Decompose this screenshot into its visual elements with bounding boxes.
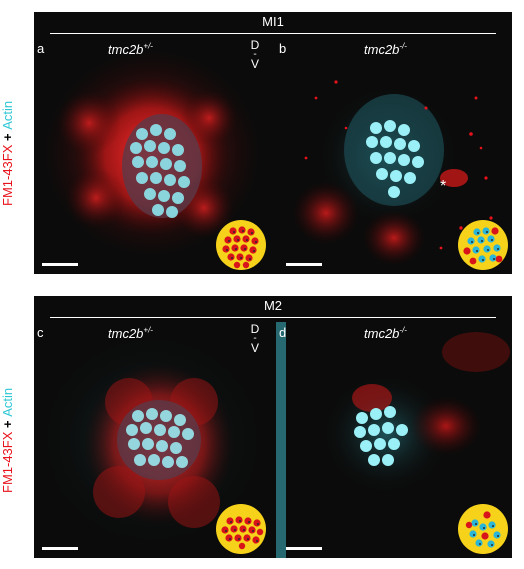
orientation-axis: D - V [250,38,260,71]
genotype-label: tmc2b-/- [364,325,407,341]
schematic-inset [458,504,508,554]
axis-dorsal: D [250,38,260,52]
stain-label: Actin [0,100,15,130]
scale-bar [286,547,322,550]
axis-dorsal: D [250,322,260,336]
micrograph-heterozygous-m2 [34,322,270,558]
schematic-inset [458,220,508,270]
side-label-row2: FM1-43FX + Actin [0,365,22,515]
row-title: M2 [263,298,283,313]
dye-label: FM1-43FX [0,144,15,206]
scale-bar [42,547,78,550]
figure-row-mi1: MI1 [34,12,512,274]
genotype-label: tmc2b-/- [364,41,407,57]
schematic-inset [216,504,266,554]
panel-letter: c [37,325,44,340]
scale-bar [286,263,322,266]
row-divider [50,33,496,34]
panel-a: a tmc2b+/- D - V [34,38,270,274]
micrograph-heterozygous-mi1 [34,38,270,274]
genotype-label: tmc2b+/- [108,41,153,57]
panel-letter: d [279,325,287,340]
scale-bar [42,263,78,266]
orientation-axis: D - V [250,322,260,355]
axis-ventral: V [250,57,259,71]
figure-row-m2: M2 [34,296,512,558]
plus-sign: + [0,132,15,141]
genotype-label: tmc2b+/- [108,325,153,341]
side-label-row1: FM1-43FX + Actin [0,78,22,228]
row-divider [50,317,496,318]
panel-b: b tmc2b-/- * [276,38,512,274]
schematic-inset [216,220,266,270]
asterisk-marker: * [440,178,447,195]
panel-letter: a [37,41,45,56]
axis-ventral: V [250,341,259,355]
plus-sign: + [0,419,15,428]
panel-letter: b [279,41,287,56]
dye-label: FM1-43FX [0,431,15,493]
stain-label: Actin [0,387,15,417]
panel-d: d tmc2b-/- [276,322,512,558]
row-title: MI1 [262,14,284,29]
panel-c: c tmc2b+/- D - V [34,322,270,558]
micrograph-mutant-mi1 [276,38,512,274]
